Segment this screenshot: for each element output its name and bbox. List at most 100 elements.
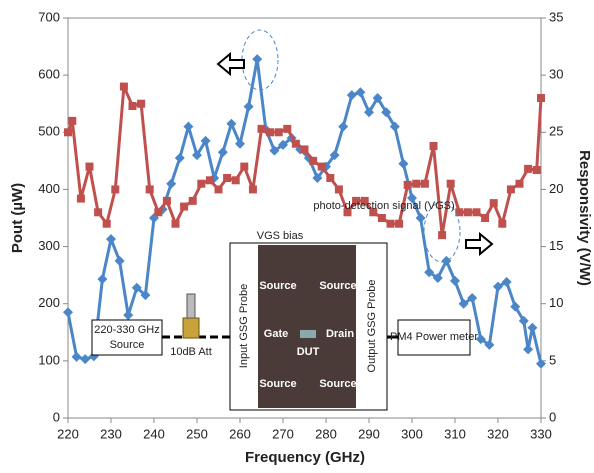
highlight-ellipse (241, 29, 279, 91)
marker (85, 162, 94, 171)
marker (532, 166, 541, 174)
marker (266, 128, 275, 137)
marker (424, 267, 435, 278)
marker (123, 310, 134, 321)
marker (360, 196, 369, 205)
marker (475, 334, 486, 345)
marker (131, 282, 142, 293)
marker (346, 90, 357, 101)
marker (76, 194, 85, 203)
marker (119, 82, 128, 91)
plot-frame (67, 17, 542, 419)
marker (518, 315, 529, 326)
marker (398, 158, 409, 169)
marker (183, 121, 194, 132)
marker (441, 255, 452, 266)
marker (489, 199, 498, 208)
y2-tick-label: 20 (549, 181, 563, 196)
marker (223, 174, 232, 182)
marker (180, 202, 189, 211)
attenuator-icon (186, 293, 196, 319)
marker (467, 293, 478, 303)
plot-area: 0 100 200 300 400 500 600 700 0 5 10 15 20 25 30 35 220 2… (38, 9, 563, 441)
marker (372, 93, 383, 103)
marker (455, 208, 464, 217)
x-axis-label: Frequency (GHz) (245, 449, 365, 466)
source-label: 220-330 GHz Source (94, 324, 159, 351)
marker (369, 208, 378, 217)
marker (217, 147, 228, 158)
marker (235, 138, 245, 149)
marker (231, 176, 240, 185)
y2-tick-label: 35 (549, 9, 563, 24)
bias-label: VGS bias (257, 230, 304, 242)
dut-label: DUT (297, 346, 320, 358)
x-tick-label: 280 (315, 426, 337, 441)
marker (274, 128, 283, 137)
marker (501, 277, 512, 287)
y2-tick-label: 30 (549, 67, 563, 82)
marker (278, 139, 288, 150)
marker (200, 135, 211, 146)
gate-label: Gate (264, 328, 288, 340)
marker (154, 208, 163, 217)
marker (114, 255, 125, 266)
marker (240, 162, 249, 171)
marker (407, 193, 417, 203)
marker (536, 358, 546, 369)
marker (106, 234, 116, 245)
marker (463, 208, 472, 217)
marker (248, 185, 257, 194)
marker (450, 275, 460, 286)
x-tick-label: 230 (100, 426, 122, 441)
marker (493, 281, 503, 292)
marker (137, 99, 146, 108)
marker (537, 94, 545, 102)
arrow-right (465, 231, 494, 257)
source-box (91, 319, 163, 356)
meter-box (397, 319, 471, 356)
marker (94, 208, 103, 217)
y-tick-label: 0 (53, 409, 60, 424)
marker (395, 219, 404, 228)
chip-image (258, 245, 356, 408)
y-tick-label: 400 (38, 181, 60, 196)
marker (80, 354, 91, 365)
marker (111, 185, 120, 194)
marker (429, 142, 438, 150)
arrow-left (216, 51, 245, 77)
x-tick-label: 300 (401, 426, 423, 441)
marker (192, 150, 202, 161)
marker (386, 219, 395, 228)
marker (205, 176, 214, 185)
y-axis-label: Pout (µW) (9, 183, 26, 253)
marker (252, 54, 263, 65)
marker (291, 139, 300, 148)
meter-label: PM4 Power meter (390, 331, 478, 343)
marker (412, 179, 421, 188)
marker (432, 273, 443, 283)
y-tick-label: 200 (38, 295, 60, 310)
x-tick-label: 320 (487, 426, 509, 441)
x-tick-label: 250 (186, 426, 208, 441)
marker (438, 231, 447, 240)
marker (243, 101, 254, 112)
x-tick-label: 270 (272, 426, 294, 441)
x-tick-label: 290 (358, 426, 380, 441)
marker (140, 290, 151, 301)
marker (188, 196, 197, 205)
marker (283, 124, 292, 133)
marker (420, 179, 429, 188)
y2-tick-label: 25 (549, 124, 563, 139)
x-tick-label: 260 (229, 426, 251, 441)
x-tick-label: 310 (444, 426, 466, 441)
y2-tick-label: 15 (549, 238, 563, 253)
y2-axis-label: Responsivity (V/W) (576, 150, 593, 286)
marker (317, 162, 326, 171)
marker (481, 214, 490, 222)
marker (326, 174, 335, 182)
marker (415, 213, 426, 223)
y-tick-label: 100 (38, 352, 60, 367)
marker (171, 219, 180, 228)
